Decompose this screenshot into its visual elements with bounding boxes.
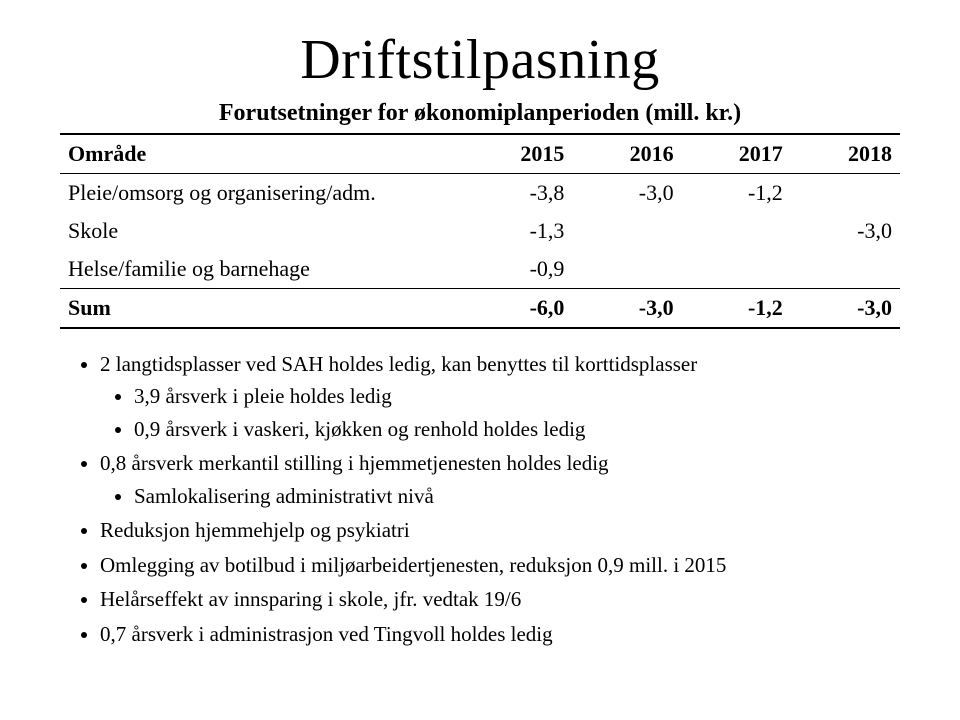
bullet-text: Reduksjon hjemmehjelp og psykiatri [100,518,410,542]
cell [682,212,791,250]
cell-sum: -1,2 [682,289,791,329]
cell [682,250,791,289]
cell: -1,2 [682,174,791,213]
sub-bullet-list: Samlokalisering administrativt nivå [100,481,900,511]
list-item: 2 langtidsplasser ved SAH holdes ledig, … [100,349,900,444]
col-header-2017: 2017 [682,134,791,174]
bullet-text: 3,9 årsverk i pleie holdes ledig [134,384,392,408]
list-item: 0,8 årsverk merkantil stilling i hjemmet… [100,448,900,511]
table-sum-row: Sum -6,0 -3,0 -1,2 -3,0 [60,289,900,329]
bullet-text: 0,7 årsverk i administrasjon ved Tingvol… [100,622,553,646]
cell: -3,0 [791,212,900,250]
bullet-text: Omlegging av botilbud i miljøarbeidertje… [100,553,726,577]
table-header-row: Område 2015 2016 2017 2018 [60,134,900,174]
table-row: Skole -1,3 -3,0 [60,212,900,250]
slide: Driftstilpasning Forutsetninger for økon… [0,0,960,720]
col-header-2018: 2018 [791,134,900,174]
bullet-text: Helårseffekt av innsparing i skole, jfr.… [100,587,521,611]
list-item: 3,9 årsverk i pleie holdes ledig [134,381,900,411]
cell-sum: -6,0 [463,289,572,329]
bullet-list: 2 langtidsplasser ved SAH holdes ledig, … [60,349,900,649]
list-item: Omlegging av botilbud i miljøarbeidertje… [100,550,900,580]
list-item: Samlokalisering administrativt nivå [134,481,900,511]
row-label: Skole [60,212,463,250]
cell-sum: -3,0 [791,289,900,329]
cell: -0,9 [463,250,572,289]
bullet-text: Samlokalisering administrativt nivå [134,484,434,508]
list-item: Helårseffekt av innsparing i skole, jfr.… [100,584,900,614]
cell: -3,0 [572,174,681,213]
row-label: Helse/familie og barnehage [60,250,463,289]
sub-bullet-list: 3,9 årsverk i pleie holdes ledig 0,9 års… [100,381,900,444]
list-item: Reduksjon hjemmehjelp og psykiatri [100,515,900,545]
table-row: Pleie/omsorg og organisering/adm. -3,8 -… [60,174,900,213]
cell-sum: -3,0 [572,289,681,329]
row-label-sum: Sum [60,289,463,329]
table-row: Helse/familie og barnehage -0,9 [60,250,900,289]
col-header-label: Område [60,134,463,174]
col-header-2016: 2016 [572,134,681,174]
cell: -1,3 [463,212,572,250]
cell [572,250,681,289]
bullet-text: 0,9 årsverk i vaskeri, kjøkken og renhol… [134,417,585,441]
col-header-2015: 2015 [463,134,572,174]
row-label: Pleie/omsorg og organisering/adm. [60,174,463,213]
bullet-text: 2 langtidsplasser ved SAH holdes ledig, … [100,352,697,376]
list-item: 0,7 årsverk i administrasjon ved Tingvol… [100,619,900,649]
cell [791,250,900,289]
subtitle: Forutsetninger for økonomiplanperioden (… [60,100,900,127]
cell [791,174,900,213]
bullet-text: 0,8 årsverk merkantil stilling i hjemmet… [100,451,609,475]
cell [572,212,681,250]
list-item: 0,9 årsverk i vaskeri, kjøkken og renhol… [134,414,900,444]
page-title: Driftstilpasning [60,28,900,92]
cell: -3,8 [463,174,572,213]
budget-table: Område 2015 2016 2017 2018 Pleie/omsorg … [60,133,900,329]
